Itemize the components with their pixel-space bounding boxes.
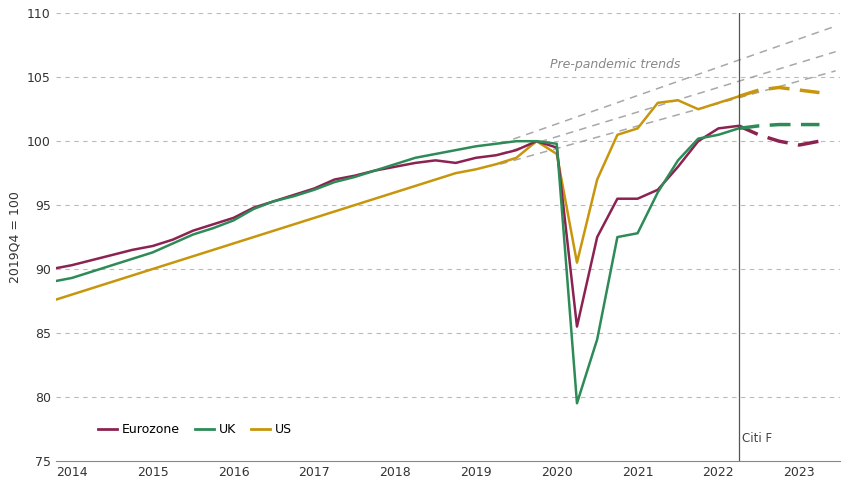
Text: Pre-pandemic trends: Pre-pandemic trends [550,58,680,71]
Y-axis label: 2019Q4 = 100: 2019Q4 = 100 [8,191,21,283]
Legend: Eurozone, UK, US: Eurozone, UK, US [93,418,297,441]
Text: Citi F: Citi F [742,432,772,446]
